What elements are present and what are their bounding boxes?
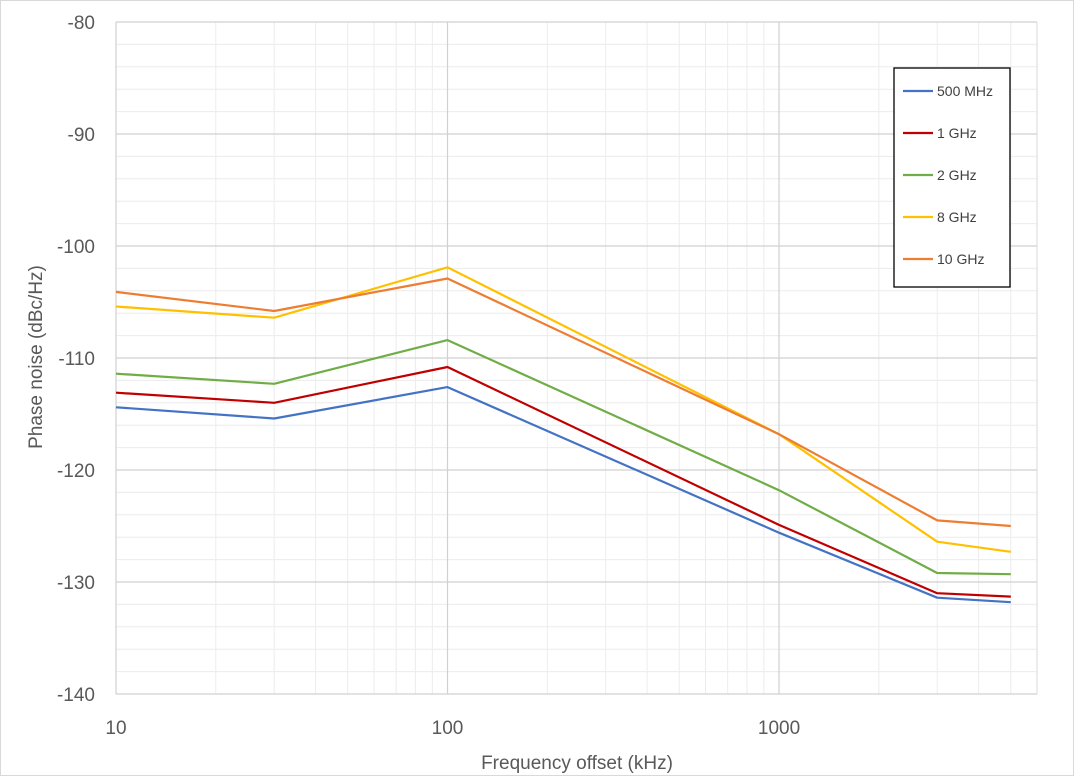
x-tick-label: 1000 <box>758 718 800 739</box>
legend: 500 MHz 1 GHz 2 GHz 8 GHz 10 GHz <box>893 67 1011 288</box>
series-line-2-ghz <box>115 339 1011 576</box>
y-axis-tick-labels: -140 -130 -120 -110 -100 -90 -80 <box>57 13 95 706</box>
x-axis-title: Frequency offset (kHz) <box>481 753 673 774</box>
y-axis-title: Phase noise (dBc/Hz) <box>26 265 47 449</box>
legend-box <box>893 67 1011 288</box>
y-tick-label: -120 <box>57 461 95 482</box>
legend-label-1-ghz: 1 GHz <box>937 125 977 141</box>
y-tick-label: -140 <box>57 685 95 706</box>
series-line-10-ghz <box>115 277 1011 528</box>
series-line-8-ghz <box>115 266 1011 553</box>
x-tick-label: 10 <box>105 718 126 739</box>
series-line-1-ghz <box>115 365 1011 598</box>
x-tick-label: 100 <box>432 718 464 739</box>
x-axis-tick-labels: 10 100 1000 <box>105 718 800 739</box>
y-tick-label: -90 <box>68 125 95 146</box>
legend-label-500-mhz: 500 MHz <box>937 83 993 99</box>
legend-label-8-ghz: 8 GHz <box>937 209 977 225</box>
legend-label-2-ghz: 2 GHz <box>937 167 977 183</box>
y-tick-label: -130 <box>57 573 95 594</box>
y-tick-label: -110 <box>58 349 95 370</box>
major-gridlines <box>115 21 1038 695</box>
y-tick-label: -100 <box>57 237 95 258</box>
series-lines <box>115 266 1011 604</box>
series-line-500-mhz <box>115 386 1011 604</box>
y-tick-label: -80 <box>68 13 95 34</box>
legend-label-10-ghz: 10 GHz <box>937 251 984 267</box>
